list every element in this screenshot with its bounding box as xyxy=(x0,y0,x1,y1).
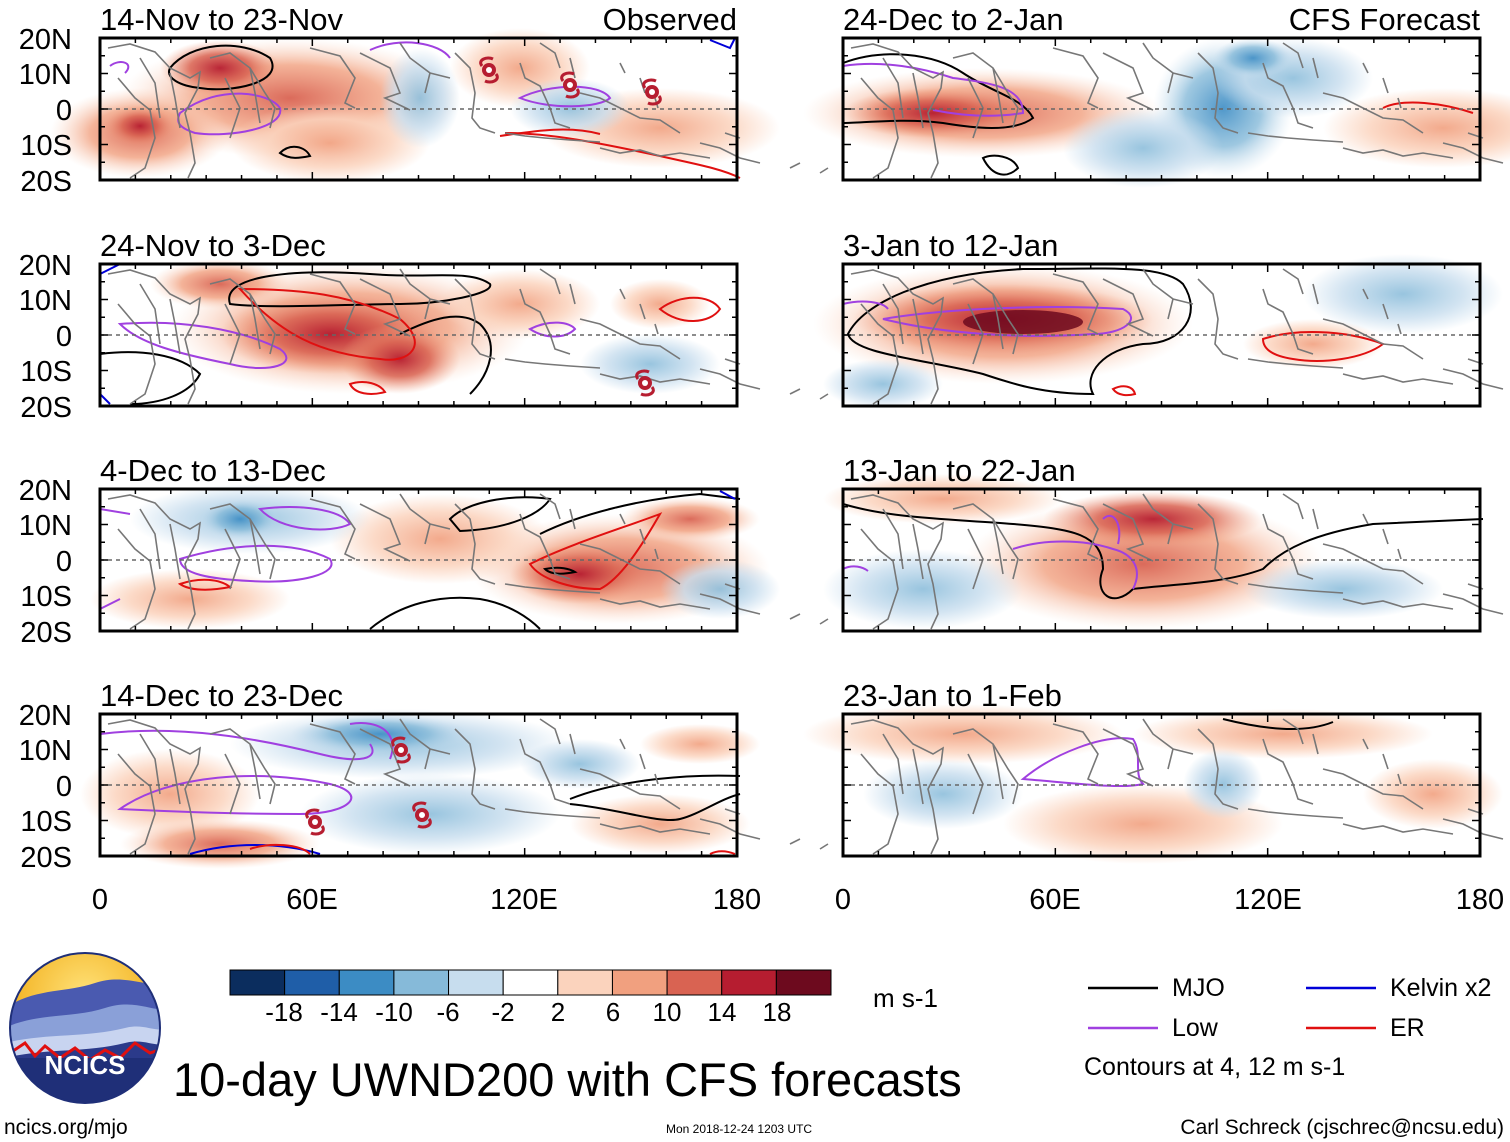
contours-note: Contours at 4, 12 m s-1 xyxy=(1084,1053,1345,1081)
colorbar-swatch xyxy=(502,969,559,996)
author-label: Carl Schreck (cjschrec@ncsu.edu) xyxy=(1180,1116,1504,1139)
logo-text: NCICS xyxy=(45,1050,126,1080)
x-tick-label: 120E xyxy=(1234,884,1302,916)
y-tick-label: 20S xyxy=(20,392,72,424)
y-tick-label: 20N xyxy=(19,250,72,282)
y-tick-label: 10S xyxy=(20,806,72,838)
y-tick-label: 0 xyxy=(56,95,72,127)
x-tick-label: 120E xyxy=(490,884,558,916)
colorbar-label: 6 xyxy=(606,997,620,1027)
colorbar-swatch xyxy=(666,969,723,996)
panel-title: 4-Dec to 13-Dec xyxy=(100,453,326,488)
y-tick-label: 0 xyxy=(56,771,72,803)
x-tick-label: 180 xyxy=(713,884,761,916)
y-tick-label: 10S xyxy=(20,581,72,613)
panel-fcst-3 xyxy=(822,473,1510,631)
legend-label-low: Low xyxy=(1172,1014,1219,1042)
panel-fcst-1 xyxy=(802,37,1510,189)
colorbar-swatch xyxy=(557,969,613,996)
panel-title: 13-Jan to 22-Jan xyxy=(843,453,1076,488)
panel-title: 23-Jan to 1-Feb xyxy=(843,678,1062,713)
legend-label-kelvin: Kelvin x2 xyxy=(1390,974,1491,1002)
x-tick-labels: 0 60E 120E 180 0 60E 120E 180 xyxy=(92,884,1504,916)
legend-label-mjo: MJO xyxy=(1172,974,1225,1002)
panel-title: 24-Nov to 3-Dec xyxy=(100,228,326,263)
observed-label: Observed xyxy=(603,2,737,37)
panel-title: 14-Nov to 23-Nov xyxy=(100,2,343,37)
ncics-logo: NCICS xyxy=(9,952,161,1104)
y-tick-labels: 20N 10N 0 10S 20S 20N 10N 0 10S 20S 20N … xyxy=(19,24,72,874)
panel-frame xyxy=(98,262,739,408)
x-tick-label: 60E xyxy=(1029,884,1081,916)
colorbar-swatch xyxy=(393,969,450,996)
panel-fcst-4 xyxy=(802,703,1510,865)
colorbar-label: -6 xyxy=(436,997,459,1027)
colorbar-swatch xyxy=(338,969,395,996)
panel-title: 24-Dec to 2-Jan xyxy=(843,2,1064,37)
colorbar-swatch xyxy=(229,969,286,996)
colorbar-label: 10 xyxy=(653,997,682,1027)
panel-frame xyxy=(98,487,739,633)
y-tick-label: 20S xyxy=(20,166,72,198)
y-tick-label: 10N xyxy=(19,59,72,91)
colorbar-swatch xyxy=(721,969,777,996)
x-tick-label: 180 xyxy=(1456,884,1504,916)
panel-fcst-2 xyxy=(812,253,1510,410)
panel-obs-1 xyxy=(49,27,829,184)
y-tick-label: 0 xyxy=(56,321,72,353)
legend-label-er: ER xyxy=(1390,1014,1425,1042)
panel-obs-4 xyxy=(79,708,829,870)
x-tick-label: 60E xyxy=(286,884,338,916)
x-tick-label: 0 xyxy=(835,884,851,916)
y-tick-label: 20S xyxy=(20,617,72,649)
panel-frame xyxy=(98,36,739,182)
y-tick-label: 20N xyxy=(19,24,72,56)
y-tick-label: 10S xyxy=(20,356,72,388)
y-tick-label: 10N xyxy=(19,510,72,542)
panel-frame xyxy=(841,36,1482,182)
y-tick-label: 20N xyxy=(19,700,72,732)
panel-obs-2 xyxy=(99,258,829,406)
panel-obs-3 xyxy=(89,483,829,631)
colorbar-label: -18 xyxy=(265,997,303,1027)
colorbar-label: 18 xyxy=(763,997,792,1027)
colorbar-swatch xyxy=(611,969,668,996)
website-label: ncics.org/mjo xyxy=(4,1116,128,1139)
y-tick-label: 10S xyxy=(20,130,72,162)
panel-frame xyxy=(841,712,1482,858)
colorbar-swatch xyxy=(284,969,340,996)
colorbar-label: -10 xyxy=(375,997,413,1027)
figure-title: 10-day UWND200 with CFS forecasts xyxy=(173,1053,962,1106)
panel-frame xyxy=(98,712,739,858)
panel-frame xyxy=(841,487,1482,633)
panel-title: 3-Jan to 12-Jan xyxy=(843,228,1058,263)
x-tick-label: 0 xyxy=(92,884,108,916)
colorbar-swatch xyxy=(775,969,832,996)
panel-title: 14-Dec to 23-Dec xyxy=(100,678,343,713)
colorbar-label: -14 xyxy=(320,997,358,1027)
colorbar-label: -2 xyxy=(491,997,514,1027)
colorbar-labels: -18 -14 -10 -6 -2 2 6 10 14 18 xyxy=(265,997,791,1027)
y-tick-label: 20S xyxy=(20,842,72,874)
panel-frames xyxy=(98,36,1482,858)
timestamp-label: Mon 2018-12-24 1203 UTC xyxy=(666,1122,812,1136)
y-tick-label: 20N xyxy=(19,475,72,507)
colorbar xyxy=(229,969,832,996)
y-tick-label: 10N xyxy=(19,735,72,767)
colorbar-label: 2 xyxy=(551,997,565,1027)
panel-frame xyxy=(841,262,1482,408)
y-tick-label: 0 xyxy=(56,546,72,578)
colorbar-label: 14 xyxy=(708,997,737,1027)
units-label: m s-1 xyxy=(873,983,938,1013)
legend: MJO Low Kelvin x2 ER Contours at 4, 12 m… xyxy=(1084,974,1491,1081)
colorbar-swatch xyxy=(448,969,504,996)
y-tick-label: 10N xyxy=(19,285,72,317)
forecast-label: CFS Forecast xyxy=(1289,2,1481,37)
